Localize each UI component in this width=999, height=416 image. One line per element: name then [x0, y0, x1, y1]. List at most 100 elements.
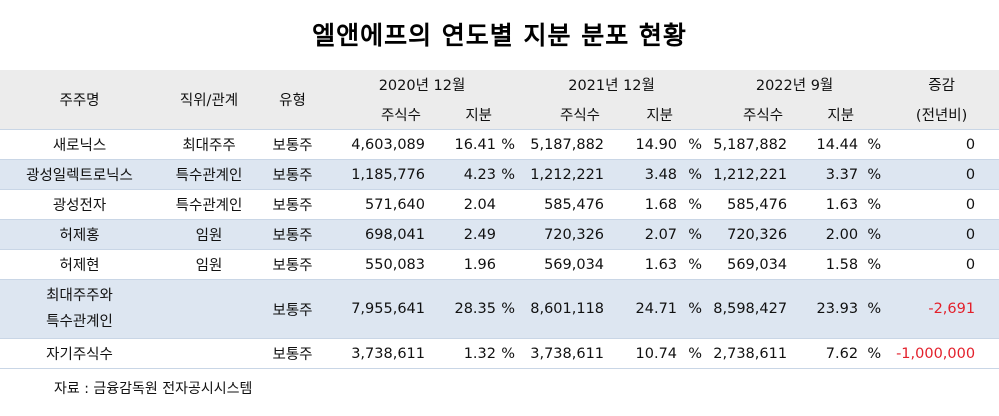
cell-shares-2022: 8,598,427 — [705, 279, 788, 339]
table-row: 광성일렉트로닉스 특수관계인 보통주 1,185,776 4.23 % 1,21… — [0, 159, 999, 190]
cell-type: 보통주 — [259, 249, 326, 280]
cell-unit: % — [677, 249, 706, 280]
cell-stake-2020: 1.96 — [425, 249, 496, 280]
cell-unit: % — [496, 159, 519, 190]
cell-role: 특수관계인 — [159, 159, 259, 190]
cell-stake-2020: 2.04 — [425, 189, 496, 220]
cell-change: 0 — [884, 129, 999, 160]
cell-unit: % — [858, 219, 885, 250]
header-position: 직위/관계 — [159, 70, 259, 130]
source-note: 자료 : 금융감독원 전자공시시스템 — [54, 381, 253, 397]
cell-unit: % — [496, 338, 519, 369]
cell-shares-2022: 720,326 — [705, 219, 788, 250]
cell-stake-2021: 1.63 — [604, 249, 678, 280]
header-period-2021: 2021년 12월 — [518, 70, 706, 99]
header-period-2020: 2020년 12월 — [326, 70, 519, 99]
header-row-top: 주주명 직위/관계 유형 2020년 12월 2021년 12월 2022년 9… — [0, 70, 999, 130]
cell-role: 임원 — [159, 249, 259, 280]
cell-shares-2020: 4,603,089 — [326, 129, 425, 160]
cell-shares-2020: 550,083 — [326, 249, 425, 280]
cell-type: 보통주 — [259, 219, 326, 250]
header-shareholder: 주주명 — [0, 70, 159, 130]
cell-unit: % — [858, 338, 885, 369]
cell-change: -1,000,000 — [884, 338, 999, 369]
cell-stake-2020: 4.23 — [425, 159, 496, 190]
cell-type: 보통주 — [259, 338, 326, 369]
cell-stake-2020: 1.32 — [425, 338, 496, 369]
cell-shares-2022: 2,738,611 — [705, 338, 788, 369]
cell-unit: % — [677, 338, 706, 369]
cell-role: 임원 — [159, 219, 259, 250]
cell-shares-2021: 720,326 — [518, 219, 605, 250]
cell-name: 광성일렉트로닉스 — [0, 159, 159, 190]
cell-shares-2021: 5,187,882 — [518, 129, 605, 160]
cell-shares-2021: 1,212,221 — [518, 159, 605, 190]
cell-stake-2021: 2.07 — [604, 219, 678, 250]
cell-unit — [496, 219, 519, 250]
header-row-bottom: 주식수 지분 주식수 지분 주식수 지분 (전년비) — [0, 99, 999, 130]
cell-stake-2022: 1.63 — [787, 189, 859, 220]
treasury-row: 자기주식수 보통주 3,738,611 1.32 % 3,738,611 10.… — [0, 338, 999, 369]
cell-change: 0 — [884, 159, 999, 190]
header-stake-2021: 지분 — [604, 99, 678, 130]
cell-shares-2022: 585,476 — [705, 189, 788, 220]
table-row: 허제현 임원 보통주 550,083 1.96 569,034 1.63 % 5… — [0, 249, 999, 280]
header-stake-2020: 지분 — [425, 99, 496, 130]
cell-stake-2021: 24.71 — [604, 279, 678, 339]
cell-type: 보통주 — [259, 279, 326, 339]
cell-stake-2020: 28.35 — [425, 279, 496, 339]
header-shares-2020: 주식수 — [326, 99, 425, 130]
subtotal-row: 최대주주와 특수관계인 보통주 7,955,641 28.35 % 8,601,… — [0, 279, 999, 339]
page-title: 엘앤에프의 연도별 지분 분포 현황 — [312, 21, 687, 50]
cell-shares-2022: 1,212,221 — [705, 159, 788, 190]
cell-stake-2022: 3.37 — [787, 159, 859, 190]
cell-type: 보통주 — [259, 189, 326, 220]
header-shares-2021: 주식수 — [518, 99, 605, 130]
cell-unit: % — [858, 129, 885, 160]
table-row: 새로닉스 최대주주 보통주 4,603,089 16.41 % 5,187,88… — [0, 129, 999, 160]
cell-shares-2021: 3,738,611 — [518, 338, 605, 369]
cell-unit: % — [677, 219, 706, 250]
cell-change: 0 — [884, 219, 999, 250]
cell-stake-2022: 1.58 — [787, 249, 859, 280]
cell-shares-2022: 5,187,882 — [705, 129, 788, 160]
cell-stake-2022: 23.93 — [787, 279, 859, 339]
cell-unit: % — [858, 159, 885, 190]
cell-unit: % — [677, 159, 706, 190]
cell-change: -2,691 — [884, 279, 999, 339]
cell-shares-2021: 8,601,118 — [518, 279, 605, 339]
subtotal-name-line1: 최대주주와 — [46, 288, 113, 304]
cell-stake-2022: 14.44 — [787, 129, 859, 160]
cell-stake-2021: 1.68 — [604, 189, 678, 220]
cell-change: 0 — [884, 189, 999, 220]
header-change: 증감 — [884, 70, 999, 99]
cell-shares-2020: 1,185,776 — [326, 159, 425, 190]
cell-shares-2021: 569,034 — [518, 249, 605, 280]
cell-role: 최대주주 — [159, 129, 259, 160]
cell-unit: % — [858, 249, 885, 280]
cell-unit — [496, 189, 519, 220]
header-change-sub: (전년비) — [884, 99, 999, 130]
cell-name: 새로닉스 — [0, 129, 159, 160]
header-period-2022: 2022년 9월 — [705, 70, 885, 99]
cell-stake-2020: 16.41 — [425, 129, 496, 160]
cell-shares-2020: 3,738,611 — [326, 338, 425, 369]
cell-name: 허제홍 — [0, 219, 159, 250]
cell-change: 0 — [884, 249, 999, 280]
header-stake-2022: 지분 — [787, 99, 859, 130]
table-row: 광성전자 특수관계인 보통주 571,640 2.04 585,476 1.68… — [0, 189, 999, 220]
cell-unit: % — [858, 279, 885, 339]
cell-role: 특수관계인 — [159, 189, 259, 220]
subtotal-name-line2: 특수관계인 — [46, 314, 113, 330]
cell-shares-2021: 585,476 — [518, 189, 605, 220]
cell-name: 광성전자 — [0, 189, 159, 220]
cell-stake-2022: 2.00 — [787, 219, 859, 250]
table-row: 허제홍 임원 보통주 698,041 2.49 720,326 2.07 % 7… — [0, 219, 999, 250]
cell-shares-2020: 698,041 — [326, 219, 425, 250]
cell-unit: % — [858, 189, 885, 220]
cell-type: 보통주 — [259, 129, 326, 160]
cell-stake-2021: 3.48 — [604, 159, 678, 190]
cell-unit: % — [496, 129, 519, 160]
cell-stake-2020: 2.49 — [425, 219, 496, 250]
header-type: 유형 — [259, 70, 326, 130]
